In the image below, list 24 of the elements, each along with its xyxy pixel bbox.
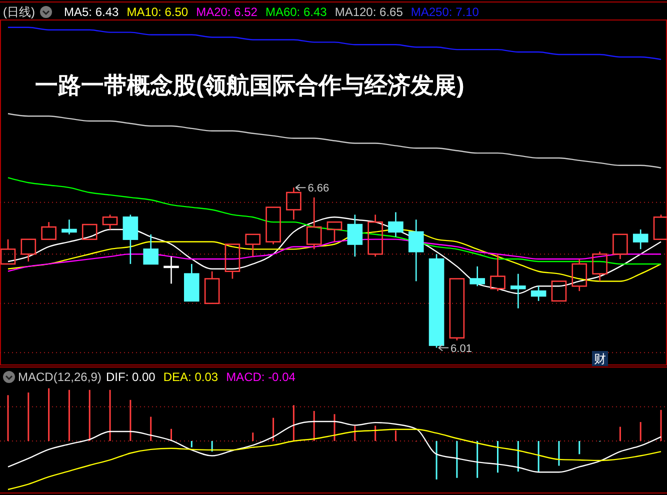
candlestick — [347, 214, 363, 258]
candlestick — [572, 258, 588, 292]
annotation: 6.01 — [450, 342, 472, 355]
text: MA60: 6.43 — [265, 5, 328, 19]
series-label: MACD: -0.04 — [226, 370, 296, 384]
text: MA120: 6.65 — [334, 5, 404, 19]
text: DEA: 0.03 — [163, 370, 218, 384]
candlestick — [388, 212, 404, 238]
candlestick — [164, 256, 179, 284]
annotation: 财 — [594, 352, 606, 366]
candlestick — [510, 273, 526, 309]
text: MA5: 6.43 — [64, 5, 120, 19]
chart-title: MACD(12,26,9) — [18, 370, 102, 384]
text: MA10: 6.50 — [126, 5, 188, 19]
annotation: 6.66 — [308, 182, 330, 195]
text: MA20: 6.52 — [196, 5, 258, 19]
chart-subtitle: (日线) — [3, 5, 35, 19]
candlestick — [592, 250, 608, 282]
candlestick — [286, 186, 302, 220]
text: DIF: 0.00 — [106, 370, 156, 384]
candlestick — [408, 218, 424, 282]
text: 一路一带概念股(领航国际合作与经济发展) — [35, 72, 464, 98]
text: MA250: 7.10 — [410, 5, 480, 19]
candlestick — [62, 218, 77, 236]
